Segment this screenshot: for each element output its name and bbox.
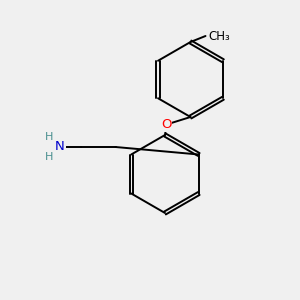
- Text: H: H: [45, 132, 54, 142]
- Text: O: O: [161, 118, 172, 131]
- Text: CH₃: CH₃: [208, 29, 230, 43]
- Text: N: N: [55, 140, 65, 154]
- Text: H: H: [45, 152, 54, 162]
